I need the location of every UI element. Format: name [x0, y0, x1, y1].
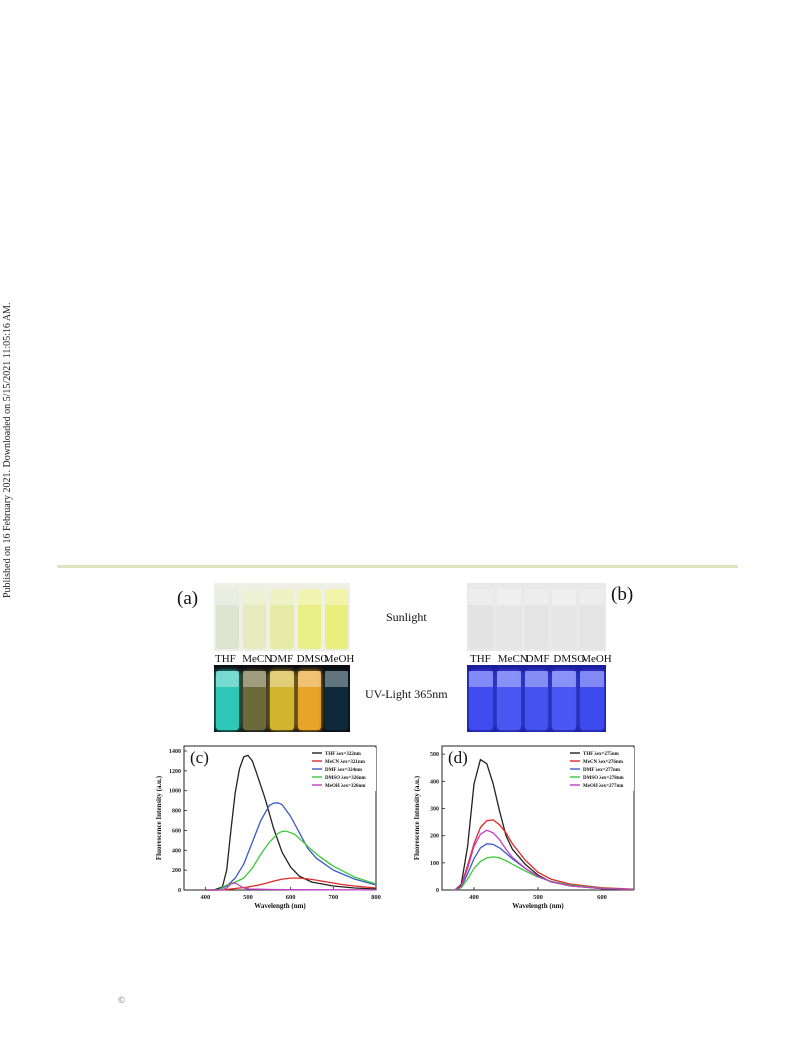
vial-dmf	[270, 589, 294, 649]
x-tick-label: 800	[371, 894, 381, 901]
photo-b-sunlight	[467, 583, 606, 651]
series-line	[454, 856, 635, 891]
solvent-label-dmso: DMSO	[296, 653, 329, 665]
y-tick-label: 500	[430, 752, 439, 758]
series-line	[205, 877, 377, 891]
solvent-label-mecn: MeCN	[497, 653, 528, 665]
panel-label-a: (a)	[177, 588, 199, 609]
legend-entry: MeCN λex=276nm	[583, 760, 624, 765]
vial-mecn	[243, 589, 267, 649]
uv-label: UV-Light 365nm	[365, 687, 448, 701]
vial-mecn	[496, 589, 521, 649]
chart-c: 400 500 600 700 800 0 200 400 600 800 1000 1200 1400…	[155, 745, 381, 910]
series-line	[454, 829, 635, 891]
legend-entry: MeCN λex=321nm	[325, 760, 366, 765]
y-tick-label: 1000	[169, 789, 181, 795]
photo-b-uv	[467, 665, 606, 732]
series-line	[454, 819, 635, 891]
x-axis-label: Wavelength (nm)	[512, 902, 564, 910]
solvent-label-thf: THF	[470, 653, 491, 665]
vial-dmf	[524, 671, 549, 730]
y-tick-label: 0	[436, 888, 439, 894]
series-line	[205, 754, 377, 891]
y-tick-label: 100	[430, 861, 439, 867]
solvent-label-thf: THF	[215, 653, 236, 665]
y-tick-label: 400	[172, 848, 181, 854]
vial-meoh	[580, 671, 604, 730]
vial-dmso	[552, 671, 577, 730]
sunlight-label: Sunlight	[386, 610, 427, 624]
x-axis-label: Wavelength (nm)	[254, 902, 306, 910]
solvent-label-meoh: MeOH	[581, 653, 612, 665]
legend-entry: THF λex=275nm	[583, 752, 620, 757]
download-notice: Published on 16 February 2021. Downloade…	[2, 302, 13, 598]
series-line	[205, 830, 377, 891]
photo-a-uv	[214, 665, 350, 732]
y-tick-label: 1400	[169, 749, 181, 755]
section-divider	[57, 565, 738, 568]
y-tick-label: 200	[172, 868, 181, 874]
vial-dmso	[297, 589, 321, 649]
y-axis-label: Fluorescence Intensity (a.u.)	[413, 775, 421, 860]
solvent-label-dmso: DMSO	[553, 653, 586, 665]
vial-dmso	[552, 589, 577, 649]
legend-entry: DMF λex=277nm	[583, 768, 621, 773]
vial-dmf	[270, 671, 294, 730]
y-tick-label: 600	[172, 828, 181, 834]
legend-entry: DMSO λex=326nm	[325, 776, 367, 781]
x-tick-label: 400	[469, 894, 479, 901]
y-tick-label: 300	[430, 806, 439, 812]
panel-label: (d)	[448, 748, 468, 767]
x-tick-label: 400	[200, 894, 210, 901]
vial-mecn	[243, 671, 267, 730]
solvent-label-dmf: DMF	[525, 653, 550, 665]
vial-thf	[469, 671, 493, 730]
photo-a-sunlight	[214, 583, 350, 651]
vial-meoh	[324, 671, 348, 730]
y-tick-label: 400	[430, 779, 439, 785]
panel-label: (c)	[190, 748, 209, 767]
y-tick-label: 1200	[169, 769, 181, 775]
y-tick-label: 200	[430, 834, 439, 840]
x-tick-label: 500	[533, 894, 543, 901]
legend-entry: DMSO λex=278nm	[583, 776, 625, 781]
vial-thf	[469, 589, 493, 649]
legend-entry: MeOH λex=277nm	[583, 784, 624, 789]
legend-entry: DMF λex=324nm	[325, 768, 363, 773]
vial-thf	[216, 671, 240, 730]
vial-mecn	[496, 671, 521, 730]
x-tick-label: 500	[243, 894, 253, 901]
series-line	[454, 843, 635, 891]
vial-thf	[216, 589, 240, 649]
y-tick-label: 800	[172, 809, 181, 815]
panel-label-b: (b)	[611, 584, 634, 605]
vial-dmso	[297, 671, 321, 730]
vial-meoh	[580, 589, 604, 649]
solvent-label-dmf: DMF	[269, 653, 294, 665]
solvent-label-meoh: MeOH	[323, 653, 355, 665]
x-tick-label: 600	[286, 894, 296, 901]
vial-dmf	[524, 589, 549, 649]
series-line	[205, 802, 377, 891]
series-line	[205, 882, 377, 891]
y-axis-label: Fluorescence Intensity (a.u.)	[155, 775, 163, 860]
legend-entry: MeOH λex=326nm	[325, 784, 366, 789]
y-tick-label: 0	[178, 888, 181, 894]
solvent-label-mecn: MeCN	[242, 653, 273, 665]
copyright-symbol: ©	[118, 995, 125, 1005]
legend-entry: THF λex=322nm	[325, 752, 362, 757]
x-tick-label: 700	[328, 894, 338, 901]
x-tick-label: 600	[597, 894, 607, 901]
vial-meoh	[324, 589, 348, 649]
